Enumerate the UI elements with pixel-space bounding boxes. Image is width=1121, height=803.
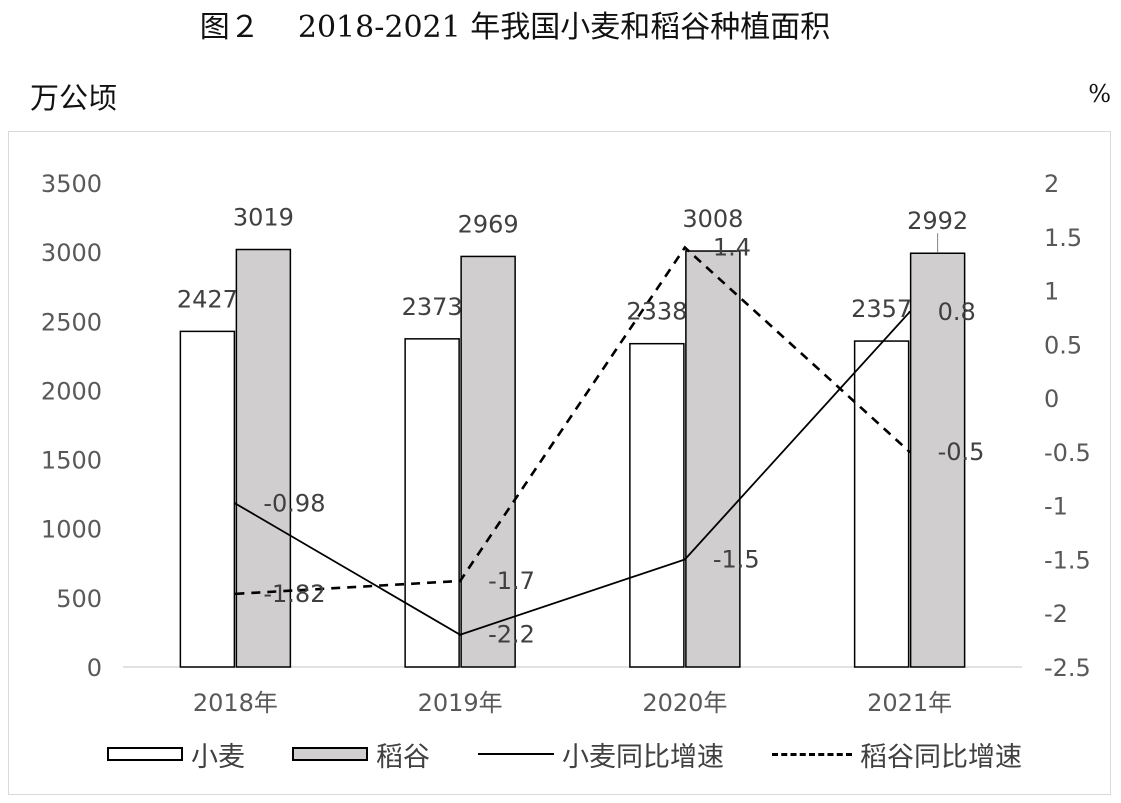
chart-area-frame	[8, 131, 1111, 795]
right-tick-label: 1	[1044, 278, 1059, 306]
legend-label-rice: 稻谷	[376, 741, 430, 773]
legend-label-wheat: 小麦	[191, 741, 245, 773]
bar-rice	[235, 248, 292, 668]
bar-wheat	[404, 338, 460, 668]
left-tick-label: 0	[87, 654, 102, 682]
legend-swatch-wheat-growth	[478, 753, 554, 755]
legend-item-wheat: 小麦	[107, 736, 245, 773]
bar-rice	[909, 252, 966, 668]
right-tick-label: 0	[1044, 385, 1059, 413]
category-label: 2018年	[193, 689, 278, 717]
category-label: 2019年	[418, 689, 503, 717]
legend-label-rice-growth: 稻谷同比增速	[860, 741, 1022, 773]
data-label-wheat-growth: 0.8	[938, 298, 976, 326]
right-tick-label: -1.5	[1044, 546, 1091, 574]
bar-wheat	[853, 340, 910, 668]
point-wheat-growth	[234, 502, 237, 505]
data-label-rice: 2969	[458, 210, 519, 238]
point-rice-growth	[458, 579, 462, 583]
bar-wheat	[629, 342, 685, 668]
data-label-rice-growth: -1.7	[488, 567, 535, 595]
right-tick-label: 2	[1044, 170, 1059, 198]
category-label: 2020年	[642, 689, 727, 717]
data-label-wheat: 2357	[851, 295, 912, 323]
legend-swatch-wheat	[107, 747, 183, 761]
chart-legend: 小麦 稻谷 小麦同比增速 稻谷同比增速	[0, 736, 1121, 773]
data-label-rice-growth: -0.5	[938, 438, 985, 466]
left-tick-label: 2000	[41, 377, 102, 405]
left-tick-label: 500	[56, 585, 102, 613]
left-tick-label: 2500	[41, 308, 102, 336]
point-rice-growth	[683, 246, 687, 249]
right-tick-label: 0.5	[1044, 331, 1082, 359]
point-wheat-growth	[908, 310, 911, 314]
data-label-wheat: 2427	[177, 285, 238, 313]
point-wheat-growth	[683, 558, 687, 561]
figure-title: 图２ 2018-2021 年我国小麦和稻谷种植面积	[199, 10, 831, 45]
category-label: 2021年	[867, 689, 952, 717]
data-label-wheat-growth: -2.2	[488, 621, 535, 649]
data-label-wheat-growth: -1.5	[713, 545, 760, 573]
data-label-wheat-growth: -0.98	[263, 490, 325, 518]
legend-swatch-rice	[292, 747, 368, 761]
right-tick-label: -2	[1044, 600, 1068, 628]
point-rice-growth	[908, 450, 911, 454]
legend-swatch-rice-growth	[772, 752, 852, 756]
data-label-rice: 2992	[907, 207, 968, 235]
data-label-rice-growth: -1.82	[263, 580, 325, 608]
legend-label-wheat-growth: 小麦同比增速	[562, 741, 724, 773]
legend-item-wheat-growth: 小麦同比增速	[478, 736, 724, 773]
data-label-rice-growth: 1.4	[713, 234, 751, 262]
line-rice-growth	[235, 245, 911, 596]
data-label-rice: 3019	[233, 204, 294, 232]
right-tick-label: -1	[1044, 493, 1068, 521]
left-tick-label: 3000	[41, 239, 102, 267]
point-rice-growth	[234, 592, 237, 596]
right-tick-label: 1.5	[1044, 224, 1082, 252]
legend-item-rice-growth: 稻谷同比增速	[772, 736, 1022, 773]
point-wheat-growth	[458, 633, 462, 636]
data-label-wheat: 2338	[626, 298, 687, 326]
data-label-wheat: 2373	[402, 293, 463, 321]
data-label-rice: 3008	[682, 205, 743, 233]
right-tick-label: -2.5	[1044, 654, 1091, 682]
right-axis-unit: %	[1088, 80, 1111, 108]
left-tick-label: 1000	[41, 516, 102, 544]
bar-wheat	[179, 330, 236, 668]
legend-item-rice: 稻谷	[292, 736, 430, 773]
left-tick-label: 1500	[41, 447, 102, 475]
line-wheat-growth	[234, 311, 911, 636]
left-tick-label: 3500	[41, 170, 102, 198]
right-tick-label: -0.5	[1044, 439, 1091, 467]
bar-rice	[460, 255, 516, 668]
bar-rice	[685, 250, 741, 668]
left-axis-unit: 万公顷	[30, 81, 118, 115]
